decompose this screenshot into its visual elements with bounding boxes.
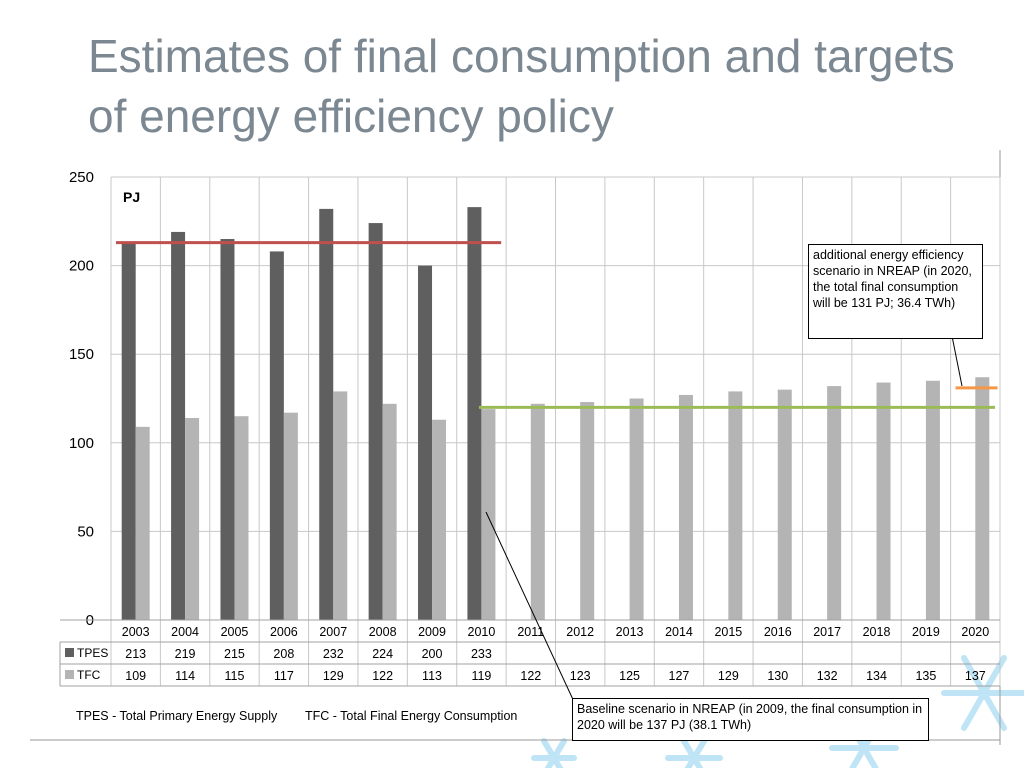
tpes-bar-2006: [269, 251, 284, 620]
tfc-data-label: 119: [471, 669, 491, 683]
tpes-data-label: 215: [224, 647, 245, 661]
tpes-data-label: 219: [175, 647, 196, 661]
y-tick-label: 250: [69, 169, 94, 186]
tfc-data-label: 135: [915, 669, 936, 683]
tpes-bar-2008: [368, 223, 383, 620]
tfc-data-label: 115: [225, 669, 245, 683]
tfc-bar-2017: [827, 386, 842, 620]
tfc-bar-2014: [678, 394, 693, 620]
y-tick-label: 150: [69, 346, 94, 363]
tfc-bar-2008: [382, 403, 397, 620]
tfc-data-label: 129: [718, 669, 739, 683]
tpes-bar-2003: [121, 242, 136, 620]
tpes-bar-2004: [171, 231, 186, 620]
baseline-scenario-callout: Baseline scenario in NREAP (in 2009, the…: [572, 698, 929, 741]
x-tick-label: 2004: [171, 625, 199, 639]
x-tick-label: 2013: [616, 625, 644, 639]
tfc-bar-2007: [333, 391, 348, 620]
tfc-bar-2019: [925, 380, 940, 620]
tfc-bar-2010: [481, 409, 496, 620]
tpes-bar-2009: [418, 265, 433, 620]
x-tick-label: 2017: [813, 625, 841, 639]
x-tick-label: 2009: [418, 625, 446, 639]
tfc-bar-2009: [432, 419, 447, 620]
x-tick-label: 2015: [714, 625, 742, 639]
y-tick-label: 100: [69, 435, 94, 452]
efficiency-scenario-callout: additional energy efficiency scenario in…: [808, 244, 983, 339]
x-tick-label: 2016: [764, 625, 792, 639]
tfc-bar-2020: [975, 377, 990, 620]
tpes-data-label: 233: [471, 647, 492, 661]
tfc-bar-2018: [876, 382, 891, 620]
x-tick-label: 2012: [566, 625, 594, 639]
tpes-legend-swatch: [65, 648, 74, 657]
tpes-bar-2007: [319, 208, 334, 620]
baseline-callout-connector: [485, 511, 577, 707]
tfc-note: TFC - Total Final Energy Consumption: [305, 709, 518, 723]
x-tick-label: 2014: [665, 625, 693, 639]
x-tick-label: 2003: [122, 625, 150, 639]
snowflake-decoration: [531, 655, 1024, 768]
y-tick-label: 50: [77, 523, 94, 540]
x-tick-label: 2007: [319, 625, 347, 639]
tfc-data-label: 129: [323, 669, 344, 683]
tpes-data-label: 200: [422, 647, 443, 661]
tfc-legend-swatch: [65, 670, 74, 679]
efficiency-callout-connector: [951, 335, 963, 387]
tfc-data-label: 132: [817, 669, 838, 683]
tfc-bar-2016: [777, 389, 792, 620]
tfc-data-label: 109: [125, 669, 146, 683]
tfc-bar-2004: [185, 417, 200, 620]
tfc-bar-2011: [530, 403, 545, 620]
y-tick-label: 200: [69, 258, 94, 275]
tpes-data-label: 213: [125, 647, 146, 661]
tfc-data-label: 123: [570, 669, 591, 683]
unit-label: PJ: [123, 189, 140, 205]
tpes-data-label: 224: [372, 647, 393, 661]
slide-title: Estimates of final consumption and targe…: [88, 30, 955, 142]
tfc-data-label: 134: [866, 669, 887, 683]
tfc-data-label: 130: [767, 669, 788, 683]
tfc-row-label: TFC: [77, 668, 101, 682]
x-tick-label: 2019: [912, 625, 940, 639]
tpes-note: TPES - Total Primary Energy Supply: [76, 709, 278, 723]
tfc-bar-2003: [135, 426, 150, 620]
tfc-bar-2013: [629, 398, 644, 620]
tfc-data-label: 127: [669, 669, 690, 683]
x-tick-label: 2008: [369, 625, 397, 639]
tfc-data-label: 137: [965, 669, 986, 683]
tfc-data-label: 122: [372, 669, 393, 683]
x-tick-label: 2006: [270, 625, 298, 639]
y-tick-label: 0: [86, 612, 94, 629]
tpes-bar-2010: [467, 207, 482, 620]
tfc-bar-2015: [728, 391, 743, 620]
x-tick-label: 2018: [863, 625, 891, 639]
tfc-data-label: 113: [422, 669, 442, 683]
tpes-bar-2005: [220, 239, 235, 620]
tpes-data-label: 232: [323, 647, 344, 661]
tfc-data-label: 122: [520, 669, 541, 683]
x-tick-label: 2020: [961, 625, 989, 639]
tfc-bar-2012: [580, 402, 595, 620]
tpes-row-label: TPES: [77, 646, 108, 660]
tfc-data-label: 117: [274, 669, 294, 683]
x-tick-label: 2011: [517, 625, 544, 639]
tfc-bar-2006: [283, 412, 298, 620]
tfc-bar-2005: [234, 416, 249, 620]
x-tick-label: 2010: [468, 625, 496, 639]
tfc-data-label: 114: [175, 669, 195, 683]
tfc-data-label: 125: [619, 669, 640, 683]
tpes-data-label: 208: [273, 647, 294, 661]
x-tick-label: 2005: [221, 625, 249, 639]
